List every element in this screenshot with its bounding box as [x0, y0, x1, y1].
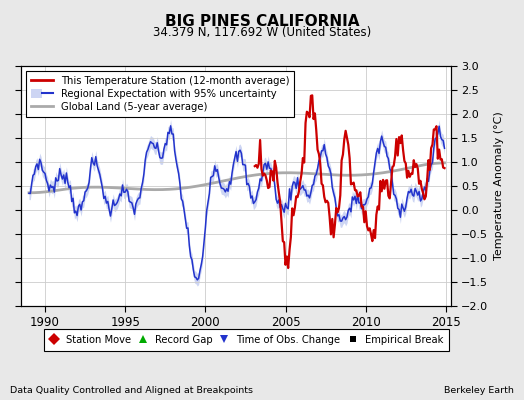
- Legend: This Temperature Station (12-month average), Regional Expectation with 95% uncer: This Temperature Station (12-month avera…: [26, 71, 294, 117]
- Text: Berkeley Earth: Berkeley Earth: [444, 386, 514, 395]
- Legend: Station Move, Record Gap, Time of Obs. Change, Empirical Break: Station Move, Record Gap, Time of Obs. C…: [43, 329, 449, 351]
- Text: BIG PINES CALIFORNIA: BIG PINES CALIFORNIA: [165, 14, 359, 29]
- Text: 34.379 N, 117.692 W (United States): 34.379 N, 117.692 W (United States): [153, 26, 371, 39]
- Text: Data Quality Controlled and Aligned at Breakpoints: Data Quality Controlled and Aligned at B…: [10, 386, 254, 395]
- Y-axis label: Temperature Anomaly (°C): Temperature Anomaly (°C): [494, 112, 504, 260]
